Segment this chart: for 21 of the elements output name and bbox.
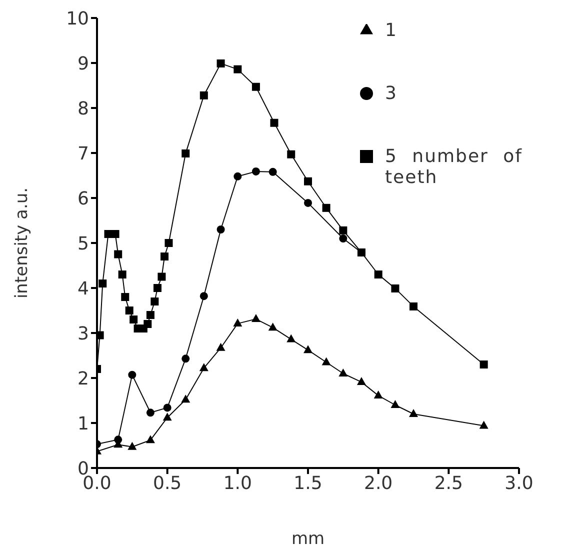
y-tick-label: 4 xyxy=(78,278,89,300)
x-tick-label: 2.0 xyxy=(364,472,393,494)
y-tick-label: 2 xyxy=(78,368,89,390)
x-tick-label: 1.0 xyxy=(223,472,252,494)
legend-label: 3 xyxy=(385,83,398,104)
y-tick-label: 10 xyxy=(66,8,89,30)
y-tick-label: 5 xyxy=(78,233,89,254)
x-tick-label: 2.5 xyxy=(434,472,463,494)
y-tick-label: 3 xyxy=(78,323,89,344)
y-tick-label: 6 xyxy=(78,188,89,210)
legend-label: 1 xyxy=(385,20,398,41)
legend-label: 5 xyxy=(385,146,398,167)
y-tick-label: 8 xyxy=(78,98,89,120)
x-tick-label: 1.5 xyxy=(294,472,322,494)
y-tick-label: 1 xyxy=(78,413,89,434)
x-tick-label: 3.0 xyxy=(504,472,534,494)
y-tick-label: 7 xyxy=(78,143,89,164)
x-axis-title: mm xyxy=(291,529,325,549)
y-tick-label: 9 xyxy=(78,53,89,74)
y-axis-title: intensity a.u. xyxy=(12,187,32,299)
x-tick-label: 0.5 xyxy=(153,472,182,494)
